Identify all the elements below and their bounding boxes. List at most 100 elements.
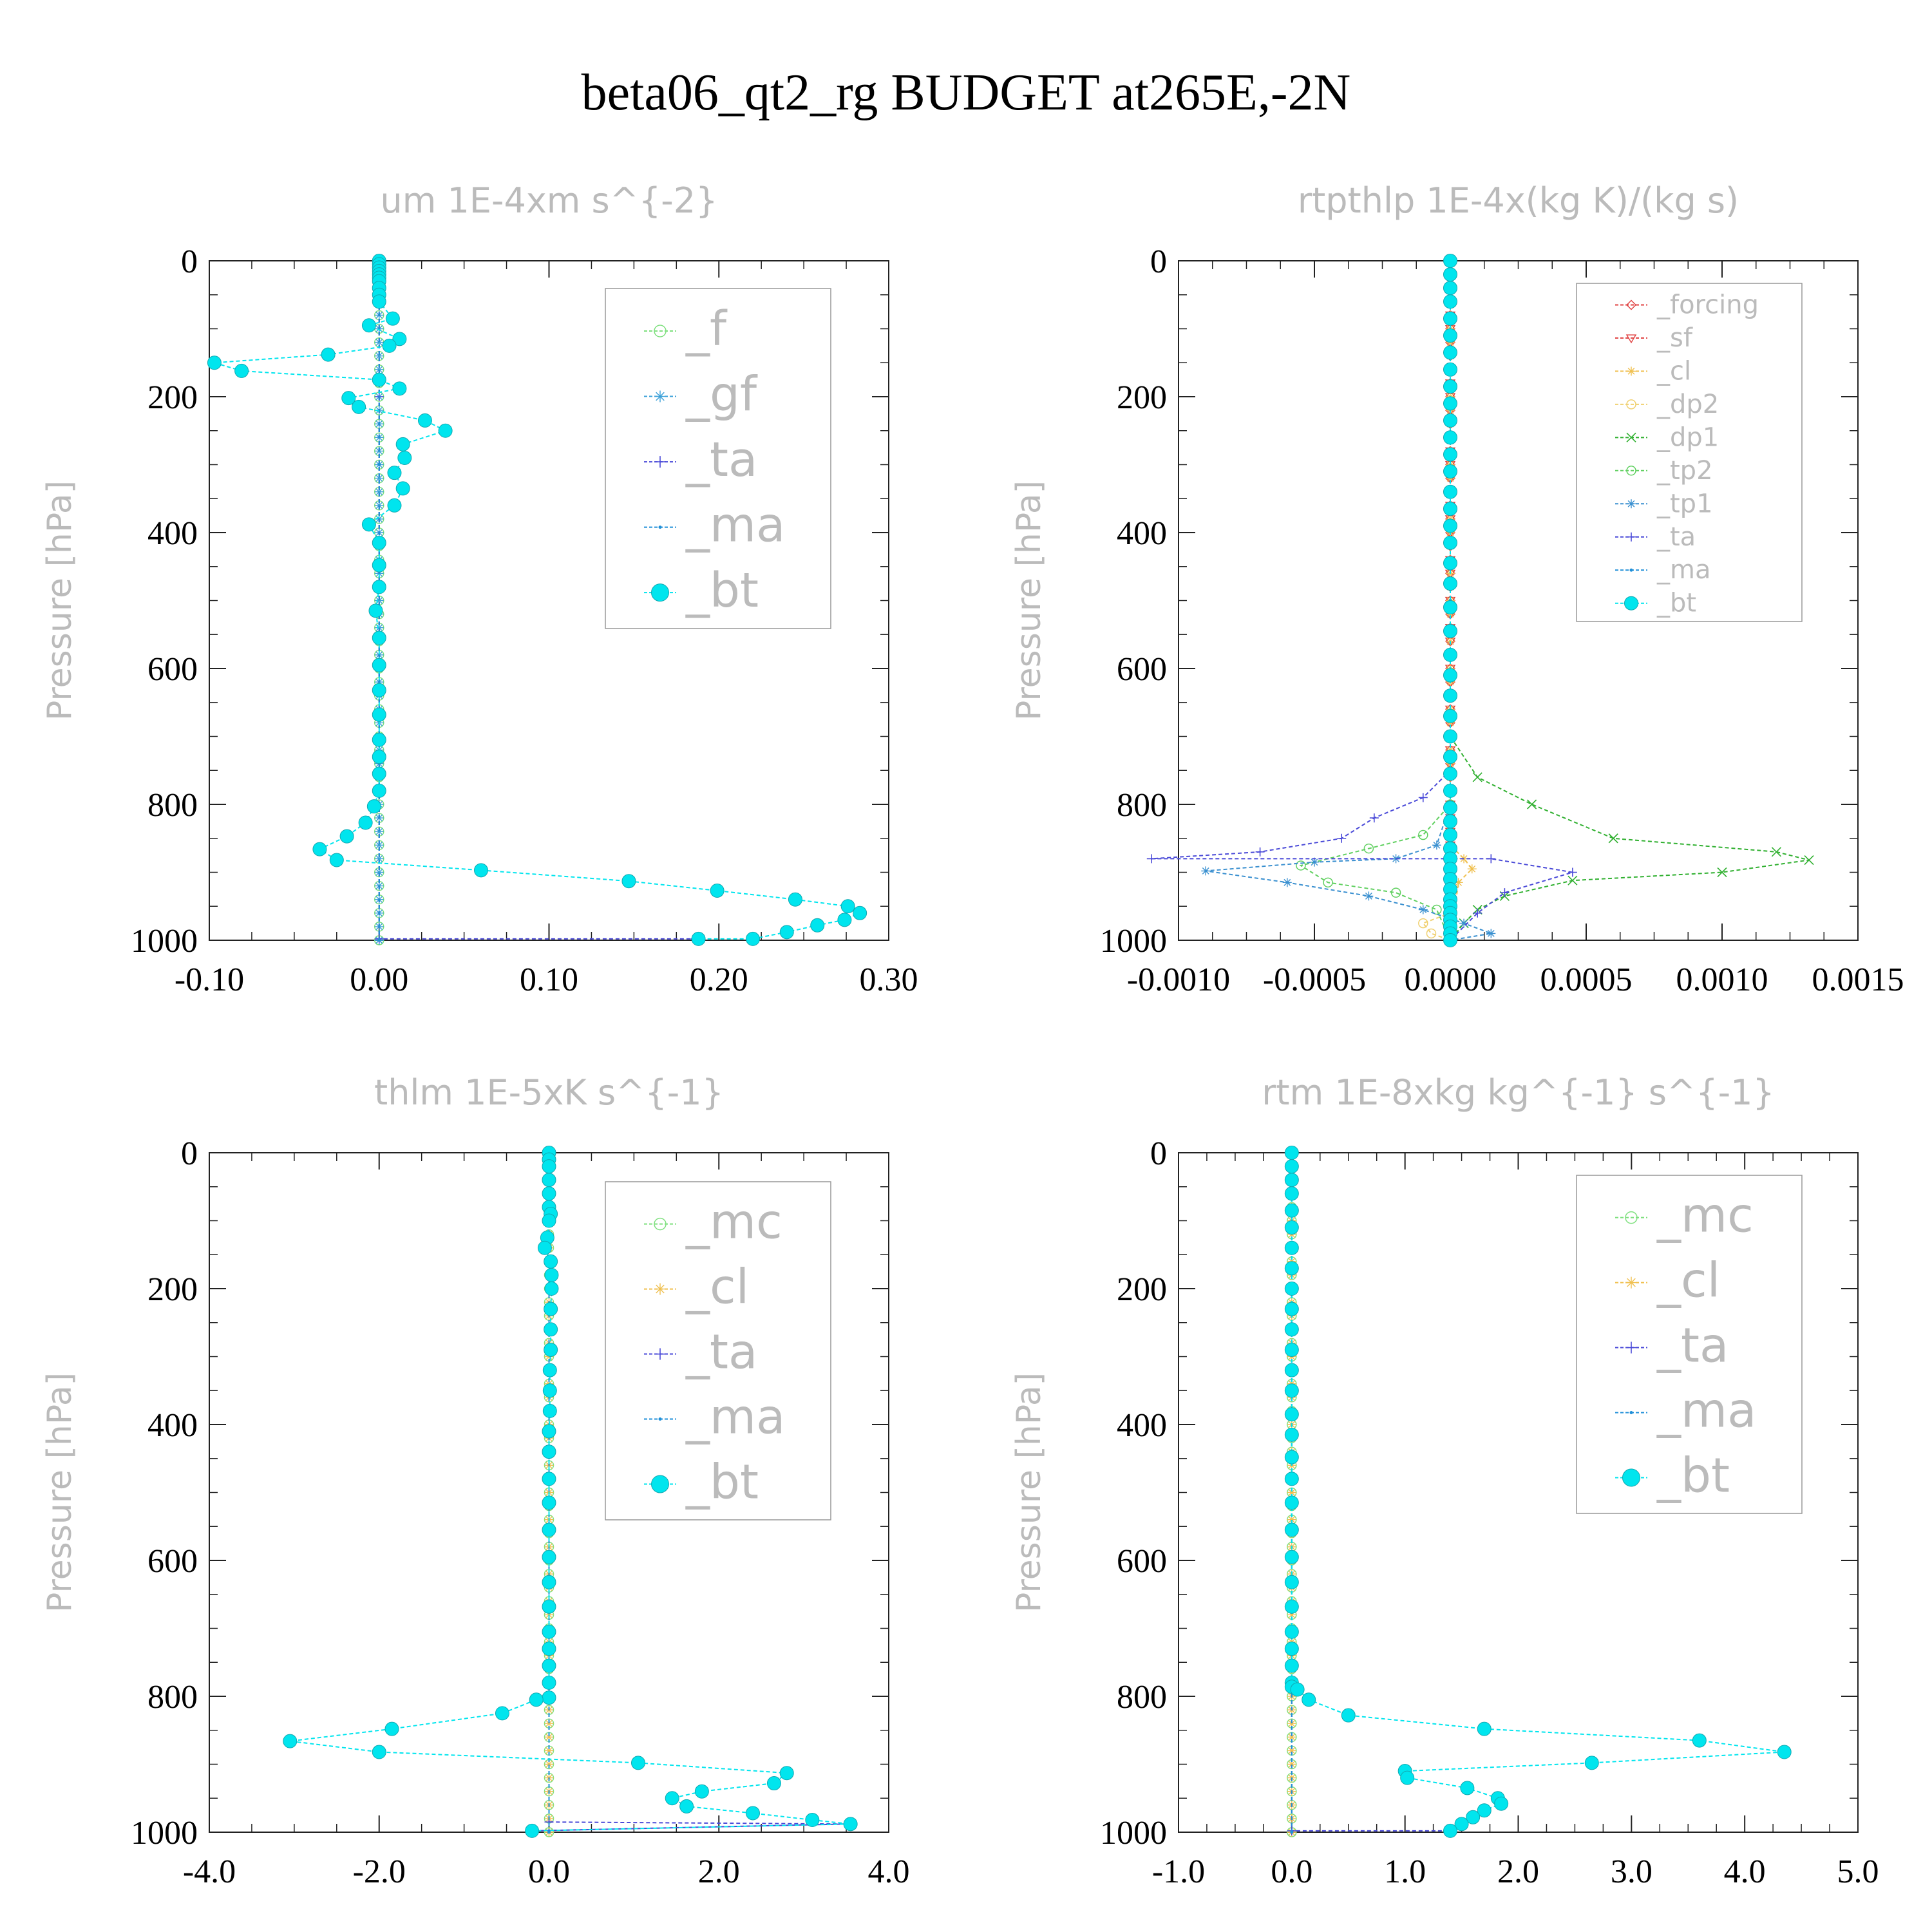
x-tick-label: 4.0 xyxy=(868,1853,910,1890)
data-point-bt xyxy=(1284,1220,1299,1235)
data-point-gf xyxy=(374,487,384,497)
data-point-bt xyxy=(1443,576,1457,591)
data-point-bt xyxy=(542,1363,557,1378)
data-point-bt xyxy=(361,318,376,333)
data-point-cl xyxy=(544,1732,554,1742)
data-point-bt xyxy=(361,517,376,532)
data-point-bt xyxy=(372,558,386,573)
plot-frame xyxy=(209,260,889,941)
legend: _f _gf _ta _ma _bt xyxy=(605,288,831,629)
data-point-bt xyxy=(542,1472,556,1486)
data-point-bt xyxy=(843,1817,858,1832)
data-point-tp1 xyxy=(1418,905,1428,914)
data-point-ma xyxy=(377,463,381,466)
data-point-dp1 xyxy=(1717,867,1727,878)
legend-label: _f xyxy=(685,301,728,357)
legend-label: _cl xyxy=(1656,1253,1720,1309)
legend-label: _ta xyxy=(685,1325,757,1380)
data-point-bt xyxy=(312,842,327,857)
x-tick-label: 0.30 xyxy=(860,961,918,998)
series-line-ta xyxy=(1291,1153,1450,1832)
data-point-bt xyxy=(1443,254,1457,268)
data-point-bt xyxy=(1443,345,1457,360)
data-point-bt xyxy=(1443,535,1457,550)
series-ta xyxy=(1287,1148,1455,1835)
series-bt xyxy=(283,1146,858,1838)
data-point-bt xyxy=(665,1791,679,1806)
data-point-bt xyxy=(542,1575,556,1589)
data-point-gf xyxy=(374,867,384,877)
data-point-bt xyxy=(417,413,432,428)
legend-label: _cl xyxy=(1656,356,1691,386)
data-point-bt xyxy=(1443,430,1457,445)
data-point-bt xyxy=(766,1776,781,1791)
data-point-bt xyxy=(1284,1450,1299,1464)
y-tick-label: 800 xyxy=(147,787,198,824)
panel-title: thlm 1E-5xK s^{-1} xyxy=(374,1072,724,1113)
data-point-bt xyxy=(1284,1522,1299,1537)
rtpthlp-panel: rtpthlp 1E-4x(kg K)/(kg s) Pressure [hPa]… xyxy=(1010,180,1904,998)
y-tick-label: 600 xyxy=(1117,1543,1167,1580)
data-point-gf xyxy=(374,840,384,850)
data-point-bt xyxy=(1284,1186,1299,1201)
legend-box xyxy=(605,288,831,629)
data-point-cl xyxy=(1287,1515,1296,1524)
data-point-cl xyxy=(1287,1610,1296,1620)
data-point-bt xyxy=(1284,1240,1299,1255)
series-line-ta xyxy=(1151,261,1573,941)
data-point-cl xyxy=(1467,864,1477,874)
series-tp2 xyxy=(1296,256,1455,945)
data-point-bt xyxy=(542,1383,557,1398)
legend-marker xyxy=(1625,334,1637,344)
data-point-tp2 xyxy=(1323,877,1333,888)
y-tick-label: 200 xyxy=(147,379,198,416)
data-point-tp1 xyxy=(1486,929,1496,938)
legend-marker xyxy=(658,1417,662,1421)
data-point-gf xyxy=(374,351,384,361)
legend-marker xyxy=(654,456,666,468)
legend-label: _dp1 xyxy=(1656,422,1719,452)
y-tick-label: 1000 xyxy=(131,1815,198,1852)
data-point-bt xyxy=(358,815,373,830)
legend-marker xyxy=(1625,1211,1638,1224)
x-tick-label: 0.0015 xyxy=(1812,961,1904,998)
data-point-bt xyxy=(746,931,760,946)
data-point-bt xyxy=(1284,1363,1299,1378)
y-tick-label: 1000 xyxy=(1100,923,1167,960)
data-point-bt xyxy=(321,347,336,362)
data-point-ma xyxy=(1290,1830,1294,1834)
data-point-cl xyxy=(544,1746,554,1756)
data-point-tp1 xyxy=(1432,840,1441,850)
data-point-dp1 xyxy=(1527,799,1537,810)
data-point-bt xyxy=(1284,1624,1299,1639)
legend-marker xyxy=(654,1348,666,1360)
legend-marker xyxy=(1627,499,1636,509)
data-point-bt xyxy=(542,1173,556,1188)
data-point-ta xyxy=(1486,854,1496,864)
plot-frame xyxy=(1178,260,1859,941)
thlm-panel: thlm 1E-5xK s^{-1} Pressure [hPa] 0 200 400 6… xyxy=(41,1072,910,1890)
data-point-bt xyxy=(438,423,453,438)
data-point-bt xyxy=(542,1658,556,1673)
data-point-bt xyxy=(544,1267,559,1282)
legend-marker xyxy=(1629,568,1633,572)
data-point-bt xyxy=(1443,800,1457,815)
data-point-bt xyxy=(1443,396,1457,411)
y-tick-label: 800 xyxy=(147,1679,198,1716)
legend-marker xyxy=(1622,1468,1640,1487)
legend-marker xyxy=(1627,366,1636,376)
data-point-bt xyxy=(283,1734,298,1748)
y-tick-label: 200 xyxy=(147,1271,198,1308)
data-point-bt xyxy=(1777,1745,1792,1759)
data-point-bt xyxy=(387,498,402,513)
data-point-bt xyxy=(1284,1407,1299,1422)
series-line-tp2 xyxy=(1299,261,1451,941)
data-point-bt xyxy=(529,1692,544,1707)
data-point-bt xyxy=(1443,556,1457,571)
legend-label: _ta xyxy=(1656,522,1696,552)
data-point-bt xyxy=(1341,1708,1356,1723)
data-point-bt xyxy=(352,399,366,414)
figure-title: beta06_qt2_rg BUDGET at265E,-2N xyxy=(582,64,1351,121)
data-point-bt xyxy=(1443,413,1457,428)
data-point-bt xyxy=(542,1690,556,1705)
